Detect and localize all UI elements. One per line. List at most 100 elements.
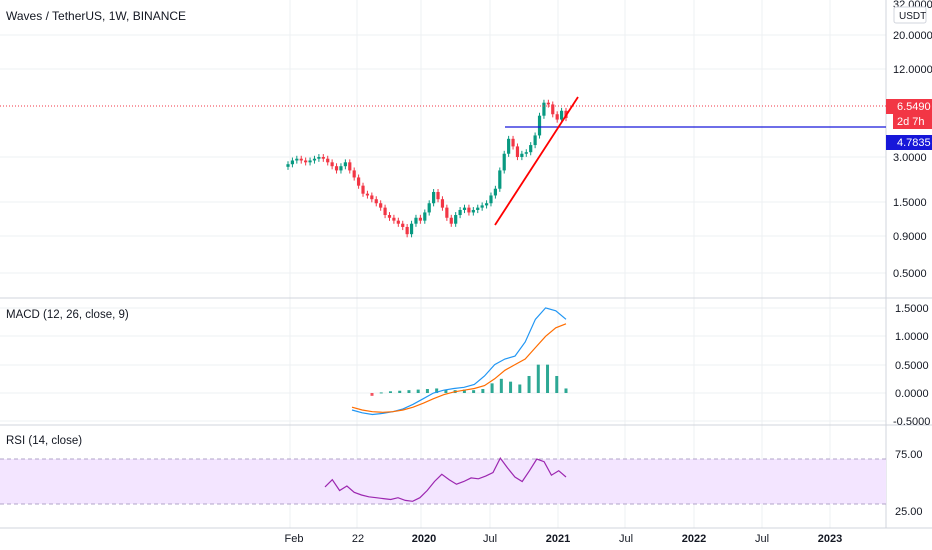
macd-histogram-bar [509,381,513,393]
macd-histogram-bar [527,375,531,393]
time-tick-label: Jul [619,533,633,545]
macd-histogram-bar [407,390,411,393]
candle-body [542,102,546,116]
macd-axis[interactable]: 1.5000 1.0000 0.5000 0.0000 -0.5000 [893,303,930,428]
candle-body [511,138,515,147]
candle-body [533,135,537,146]
level-badge [886,135,932,150]
candle-body [471,209,475,213]
candle-body [295,158,299,161]
rsi-tick-label: 75.00 [895,449,923,461]
candle-body [423,212,427,221]
rsi-band [0,459,886,504]
candle-body [339,166,343,171]
candle-body [551,104,555,115]
candle-body [489,195,493,204]
rsi-tick-label: 25.00 [895,506,923,518]
level-value: 4.7835 [897,137,931,149]
macd-histogram-bar [499,378,503,393]
macd-histogram-bar [388,391,392,393]
vertical-grid [289,0,831,528]
candle-body [507,138,511,154]
macd-histogram-bar [425,389,429,393]
last-price-value: 6.5490 [897,101,931,113]
candle-body [454,215,458,224]
candle-body [290,160,295,165]
candle-body [392,217,396,221]
candle-body [357,177,361,186]
candle-body [401,223,405,227]
candle-body [326,158,330,163]
countdown-badge [893,114,932,129]
candle-body [299,158,303,161]
rsi-axis[interactable]: 75.00 25.00 [895,449,923,518]
chart-title: Waves / TetherUS, 1W, BINANCE [6,9,186,23]
macd-title: MACD (12, 26, close, 9) [6,309,129,321]
candle-body [304,160,308,163]
macd-histogram-bar [536,364,540,393]
last-price-badge [886,99,932,114]
candle-body [537,115,542,136]
candle-body [480,205,484,208]
candle-body [462,207,467,210]
candle-body [515,146,520,157]
candles-layer [286,99,568,238]
candle-body [445,207,449,218]
macd-histogram-bar [370,393,374,396]
candle-body [352,170,356,178]
price-tick-label: 0.5000 [893,268,927,280]
macd-line [351,307,567,416]
candle-body [498,170,502,189]
candle-body [374,199,378,204]
candle-body [449,217,453,224]
macd-histogram-bar [435,388,439,393]
candle-body [361,185,365,194]
rsi-line [324,456,567,502]
macd-histogram-bar [416,389,420,393]
macd-tick-label: -0.5000 [893,416,930,428]
candle-body [308,160,312,163]
candle-body [383,207,387,216]
macd-histogram-bar [472,390,476,393]
candle-body [440,199,445,208]
candle-body [321,157,325,159]
candle-body [379,203,383,208]
time-axis[interactable]: Feb 22 2020 Jul 2021 Jul 2022 Jul 2023 [285,533,843,545]
time-tick-label: Feb [285,533,304,545]
candle-body [365,193,370,196]
candle-body [476,207,480,210]
candle-body [286,164,290,167]
candle-body [370,195,374,200]
candle-body [484,203,489,206]
macd-tick-label: 0.5000 [895,360,929,372]
candle-body [555,114,559,120]
candle-body [524,152,528,154]
candle-body [330,162,334,167]
candle-body [387,215,392,218]
time-tick-label: Jul [483,533,497,545]
macd-histogram-bar [490,383,494,393]
macd-histogram-bar [481,389,485,393]
support-trendline[interactable] [494,96,579,226]
horizontal-grid [0,34,886,422]
currency-label: USDT [899,11,926,22]
price-axis[interactable]: 32.0000 20.0000 12.0000 3.0000 1.5000 0.… [893,0,932,280]
rsi-title: RSI (14, close) [6,435,82,447]
candle-body [409,223,414,235]
candle-body [348,162,352,171]
candle-body [458,209,462,216]
macd-histogram-bar [398,390,402,393]
price-tick-label: 32.0000 [893,0,932,11]
candle-body [334,166,339,171]
candle-body [502,153,506,171]
candle-body [467,207,471,213]
time-tick-label: 2023 [818,533,842,545]
macd-tick-label: 1.0000 [895,331,929,343]
time-tick-label: 2021 [546,533,570,545]
macd-histogram-bar [555,375,559,393]
price-tick-label: 3.0000 [893,152,927,164]
macd-histogram-bar [379,392,383,394]
currency-badge[interactable] [893,6,927,24]
candle-body [405,226,409,235]
